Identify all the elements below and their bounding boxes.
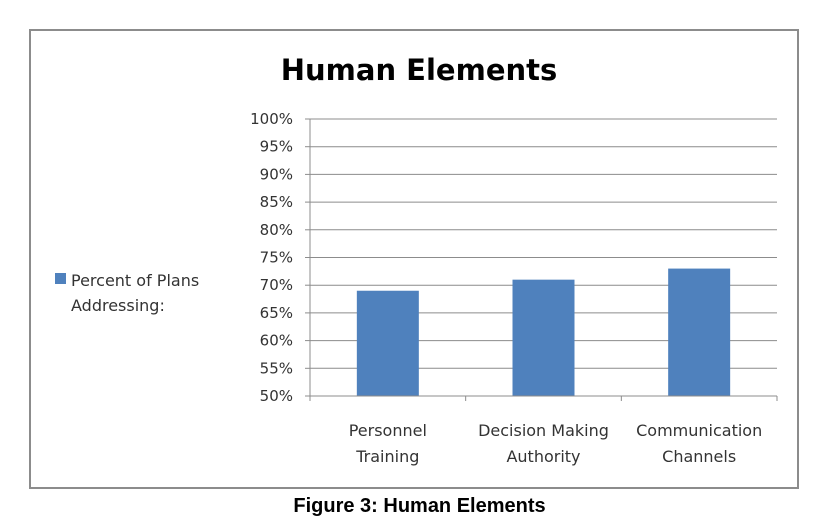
y-tick-label: 100% <box>250 110 293 128</box>
axes <box>309 119 778 401</box>
y-tick-label: 95% <box>260 138 293 156</box>
legend-label-line: Addressing: <box>71 296 165 315</box>
legend: Percent of Plans Addressing: <box>55 271 199 315</box>
x-category-label: Authority <box>506 447 580 466</box>
x-category-label: Channels <box>662 447 736 466</box>
y-axis-ticks: 50% 55% 60% 65% 70% 75% 80% 85% 90% 95% 100% <box>250 110 310 405</box>
y-tick-label: 70% <box>260 276 293 294</box>
y-tick-label: 90% <box>260 165 293 183</box>
y-tick-label: 60% <box>260 332 293 350</box>
bar <box>668 268 731 396</box>
bars <box>356 268 731 396</box>
y-tick-label: 65% <box>260 304 293 322</box>
x-axis-labels: Personnel Training Decision Making Authorit… <box>349 421 762 466</box>
legend-label-line: Percent of Plans <box>71 271 199 290</box>
bar <box>512 279 575 396</box>
y-tick-label: 55% <box>260 359 293 377</box>
y-tick-label: 80% <box>260 221 293 239</box>
legend-label: Percent of Plans Addressing: <box>71 271 199 315</box>
x-category-label: Training <box>355 447 419 466</box>
legend-swatch <box>55 273 66 284</box>
bar <box>356 290 419 396</box>
x-category-label: Communication <box>636 421 762 440</box>
chart-title: Human Elements <box>281 53 558 87</box>
chart-frame <box>29 29 799 489</box>
y-tick-label: 75% <box>260 249 293 267</box>
figure-caption: Figure 3: Human Elements <box>293 495 546 517</box>
x-category-label: Personnel <box>349 421 427 440</box>
y-tick-label: 85% <box>260 193 293 211</box>
y-tick-label: 50% <box>260 387 293 405</box>
x-category-label: Decision Making <box>478 421 609 440</box>
